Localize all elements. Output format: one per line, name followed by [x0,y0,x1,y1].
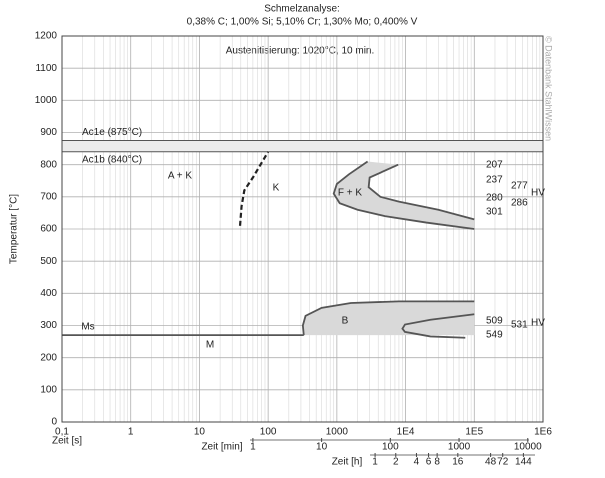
x-axis-label-h: Zeit [h] [332,457,363,468]
y-tick-label: 600 [40,224,57,235]
y-tick-label: 1100 [35,63,57,74]
x-tick-label: 16 [452,457,464,468]
annotation: Austenitisierung: 1020°C, 10 min. [226,46,375,57]
region-label: B [342,316,349,327]
x-tick-label: 1000 [326,427,349,438]
region-label: F + K [338,188,363,199]
curve [238,151,270,226]
y-tick-label: 700 [40,191,57,202]
hardness-label: 301 [486,207,503,218]
curve [301,300,475,336]
x-tick-label: 1E4 [397,427,415,438]
region-label: A + K [168,171,193,182]
ref-label: Ac1e (875°C) [82,127,142,138]
y-axis-label: Temperatur [°C] [9,194,20,264]
x-tick-label: 4 [414,457,420,468]
hardness-label: 286 [511,198,528,209]
hardness-label: 207 [486,160,503,171]
x-tick-label: 144 [515,457,532,468]
x-tick-label: 72 [497,457,509,468]
x-tick-label: 1 [250,442,256,453]
region-label: K [273,183,280,194]
x-tick-label: 10000 [514,442,542,453]
hardness-label: 549 [486,330,503,341]
chart-title: Schmelzanalyse: [264,4,340,15]
x-tick-label: 1E6 [534,427,552,438]
x-tick-label: 48 [485,457,497,468]
x-tick-label: 6 [426,457,432,468]
x-tick-label: 10 [194,427,206,438]
region-label: M [206,340,214,351]
x-axis-label-min: Zeit [min] [201,442,242,453]
y-tick-label: 800 [40,159,57,170]
hardness-label: 280 [486,193,503,204]
x-tick-label: 1E5 [465,427,483,438]
ref-band [62,140,543,152]
region-label: Ms [81,322,94,333]
x-tick-label: 100 [382,442,399,453]
y-tick-label: 200 [40,352,57,363]
x-tick-label: 8 [434,457,440,468]
y-tick-label: 900 [40,127,57,138]
hardness-label: HV [531,188,545,199]
ref-label: Ac1b (840°C) [82,154,142,165]
x-tick-label: 2 [393,457,399,468]
hardness-label: 509 [486,316,503,327]
curve [367,163,475,221]
curve [332,160,475,230]
y-tick-label: 0 [51,417,57,428]
hardness-label: 237 [486,175,503,186]
hardness-label: 531 [511,320,528,331]
x-tick-label: 0,1 [55,427,69,438]
y-tick-label: 500 [40,256,57,267]
chart-subtitle: 0,38% C; 1,00% Si; 5,10% Cr; 1,30% Mo; 0… [187,17,418,28]
y-tick-label: 1000 [35,95,58,106]
y-tick-label: 1200 [35,31,58,42]
watermark: © Datenbank StahlWissen [544,36,554,141]
y-tick-label: 400 [40,288,57,299]
y-tick-label: 100 [40,384,57,395]
plot-frame [61,35,544,423]
hardness-label: 277 [511,181,528,192]
hardness-label: HV [531,318,545,329]
x-tick-label: 1 [372,457,378,468]
curve [401,313,475,339]
region-shade [302,301,475,336]
x-axis-label: Zeit [s] [52,436,82,447]
y-tick-label: 300 [40,320,57,331]
x-tick-label: 1000 [448,442,471,453]
x-tick-label: 1 [128,427,134,438]
x-tick-label: 10 [316,442,328,453]
x-tick-label: 100 [260,427,277,438]
